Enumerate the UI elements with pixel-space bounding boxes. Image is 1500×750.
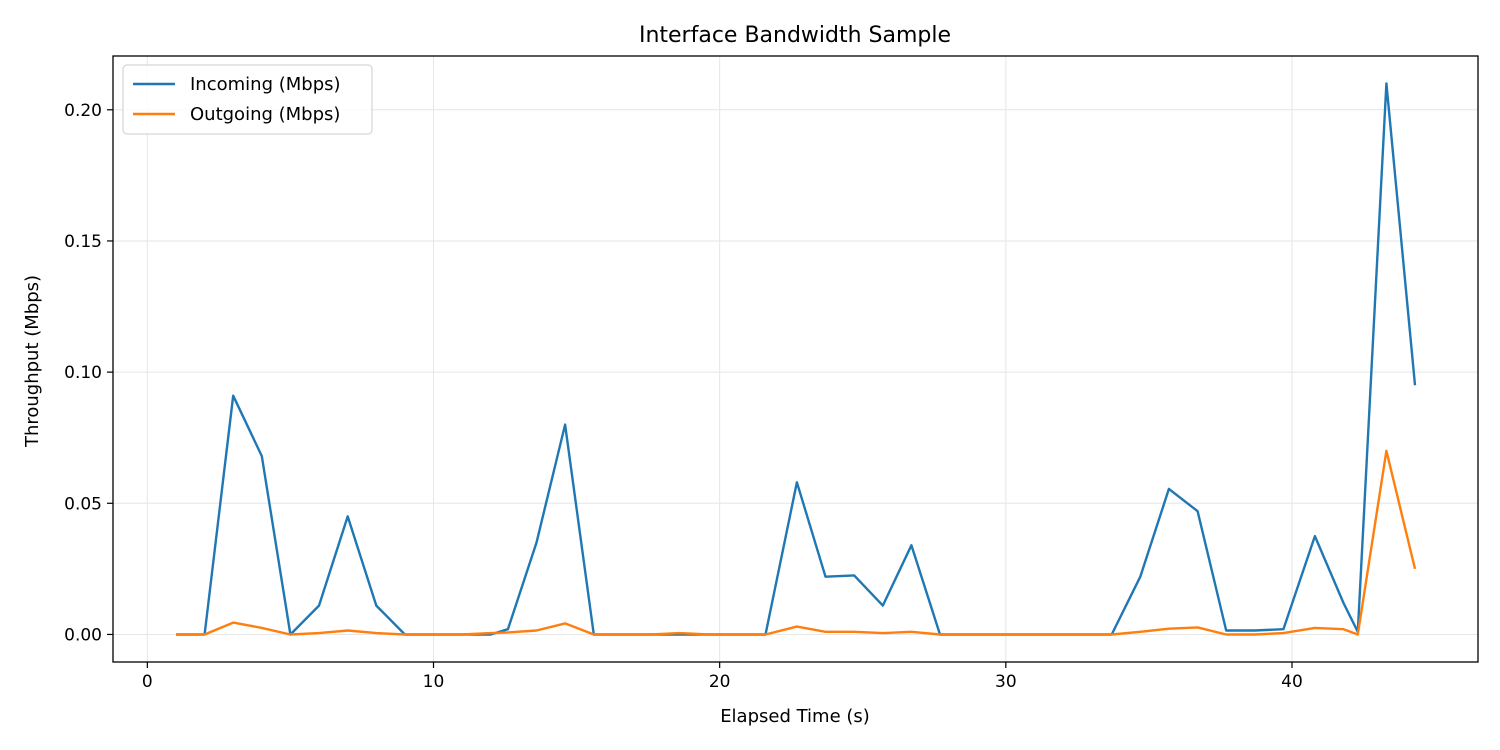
legend-box: [122, 64, 373, 135]
series-layer: [176, 82, 1417, 636]
x-axis-title: Elapsed Time (s): [720, 706, 870, 727]
grid: [113, 56, 1478, 662]
y-tick-label: 0.10: [64, 363, 102, 383]
legend-label: Outgoing (Mbps): [190, 104, 340, 125]
y-tick-label: 0.15: [64, 232, 102, 252]
y-tick-label: 0.20: [64, 101, 102, 121]
x-tick-label: 40: [1281, 672, 1303, 692]
y-tick-label: 0.05: [64, 494, 102, 514]
chart-title: Interface Bandwidth Sample: [639, 23, 951, 48]
plot-frame: [112, 55, 1479, 663]
y-axis-title: Throughput (Mbps): [22, 275, 43, 448]
legend: Incoming (Mbps) Outgoing (Mbps): [122, 64, 373, 135]
series-line-outgoing: [176, 449, 1417, 636]
x-tick-label: 10: [423, 672, 445, 692]
series-line-incoming: [176, 82, 1417, 636]
x-tick-label: 30: [995, 672, 1017, 692]
axis-ticks: 0 10 20 30 40 0.00 0.05 0.10 0.15 0.20: [64, 101, 1303, 692]
y-tick-label: 0.00: [64, 625, 102, 645]
x-tick-label: 20: [709, 672, 731, 692]
legend-label: Incoming (Mbps): [190, 74, 341, 95]
x-tick-label: 0: [142, 672, 153, 692]
